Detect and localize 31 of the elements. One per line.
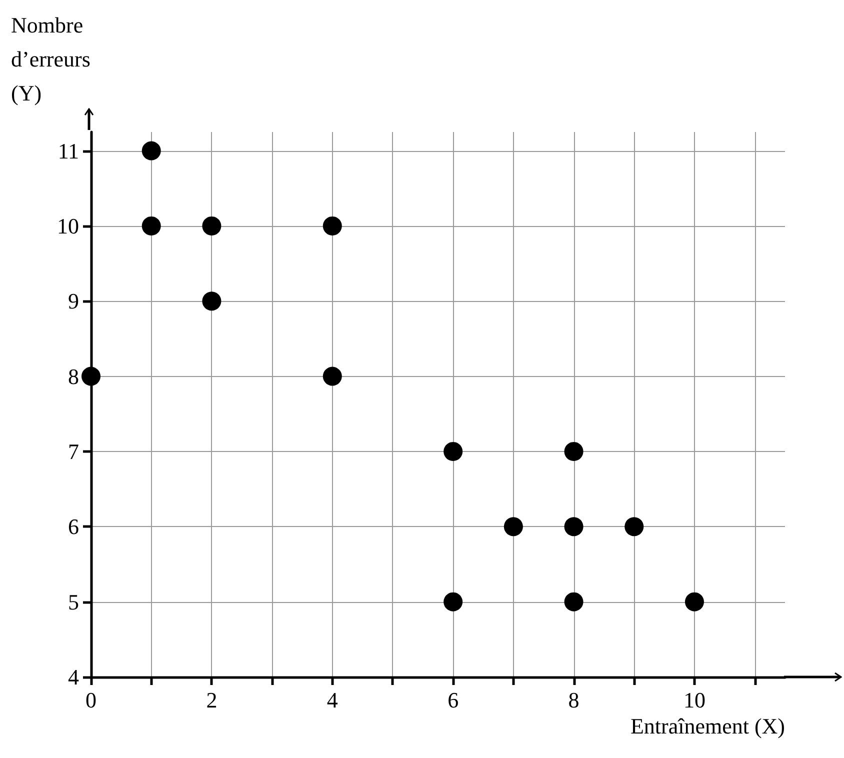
point: [685, 592, 704, 612]
point: [82, 366, 100, 386]
point: [322, 216, 342, 236]
point: [444, 592, 463, 612]
point: [202, 292, 222, 311]
x-tick-label: 6: [448, 688, 459, 712]
point: [564, 442, 584, 461]
x-tick-label: 2: [206, 688, 218, 712]
point: [142, 141, 161, 160]
x-tick-label: 4: [326, 688, 338, 712]
y-tick-label: 6: [68, 514, 79, 540]
y-tick-label: 11: [58, 138, 79, 164]
x-axis-title: Entraînement (X): [630, 714, 785, 738]
x-tick-label: 8: [568, 688, 580, 712]
x-tick-label: 0: [86, 688, 96, 712]
y-tick-label: 7: [68, 438, 79, 464]
point: [624, 517, 644, 536]
y-tick-label: 9: [68, 288, 79, 314]
point: [202, 216, 222, 236]
point: [444, 442, 463, 461]
point: [322, 366, 342, 386]
point: [564, 517, 584, 536]
y-tick-label: 5: [68, 589, 79, 614]
point: [142, 216, 161, 236]
y-tick-label: 10: [57, 213, 79, 238]
y-axis-title: Nombre d’erreurs (Y): [11, 12, 90, 106]
y-tick-label: 4: [68, 664, 79, 690]
point: [564, 592, 584, 612]
point: [504, 517, 523, 536]
y-tick-label: 8: [68, 364, 79, 389]
x-tick-label: 10: [683, 688, 706, 712]
